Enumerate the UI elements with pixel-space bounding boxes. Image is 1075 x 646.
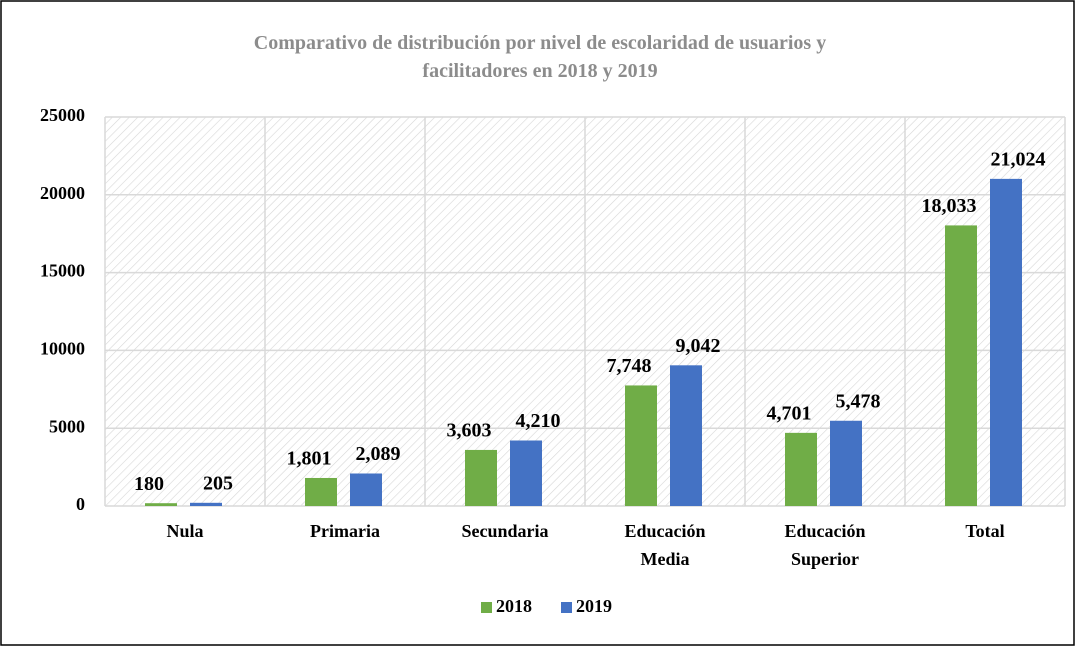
data-label: 9,042 — [676, 335, 721, 357]
bar — [625, 385, 657, 506]
x-tick-label: Secundaria — [461, 521, 548, 541]
bar — [305, 477, 337, 506]
x-tick-label: Nula — [166, 521, 203, 541]
y-tick-label: 10000 — [40, 339, 85, 359]
bar — [190, 502, 222, 506]
y-tick-label: 25000 — [40, 105, 85, 125]
bar — [350, 473, 382, 506]
data-label: 4,701 — [767, 402, 812, 424]
data-label: 3,603 — [447, 420, 492, 442]
bar — [990, 178, 1022, 506]
bar — [465, 449, 497, 506]
data-label: 21,024 — [991, 148, 1046, 170]
bar — [830, 420, 862, 506]
data-label: 180 — [134, 473, 164, 495]
data-label: 205 — [203, 472, 233, 494]
data-label: 1,801 — [287, 448, 332, 470]
chart-title: Comparativo de distribución por nivel de… — [254, 32, 826, 82]
legend-swatch — [481, 602, 492, 613]
x-tick-label: Primaria — [310, 521, 380, 541]
bar — [510, 440, 542, 506]
x-tick-label: Educación Superior — [784, 521, 865, 569]
data-label: 2,089 — [356, 443, 401, 465]
bar — [670, 365, 702, 506]
x-tick-label: Educación Media — [624, 521, 705, 569]
y-tick-label: 20000 — [40, 183, 85, 203]
legend-label: 2018 — [496, 596, 532, 616]
bar — [145, 503, 177, 506]
legend-swatch — [561, 602, 572, 613]
bar — [945, 225, 977, 506]
y-tick-label: 0 — [76, 494, 85, 514]
y-tick-label: 5000 — [49, 416, 85, 436]
data-label: 18,033 — [922, 195, 977, 217]
data-label: 4,210 — [516, 410, 561, 432]
x-tick-label: Total — [965, 521, 1004, 541]
legend-label: 2019 — [576, 596, 612, 616]
data-label: 7,748 — [607, 355, 652, 377]
data-label: 5,478 — [836, 390, 881, 412]
y-tick-label: 15000 — [40, 261, 85, 281]
bar — [785, 432, 817, 506]
